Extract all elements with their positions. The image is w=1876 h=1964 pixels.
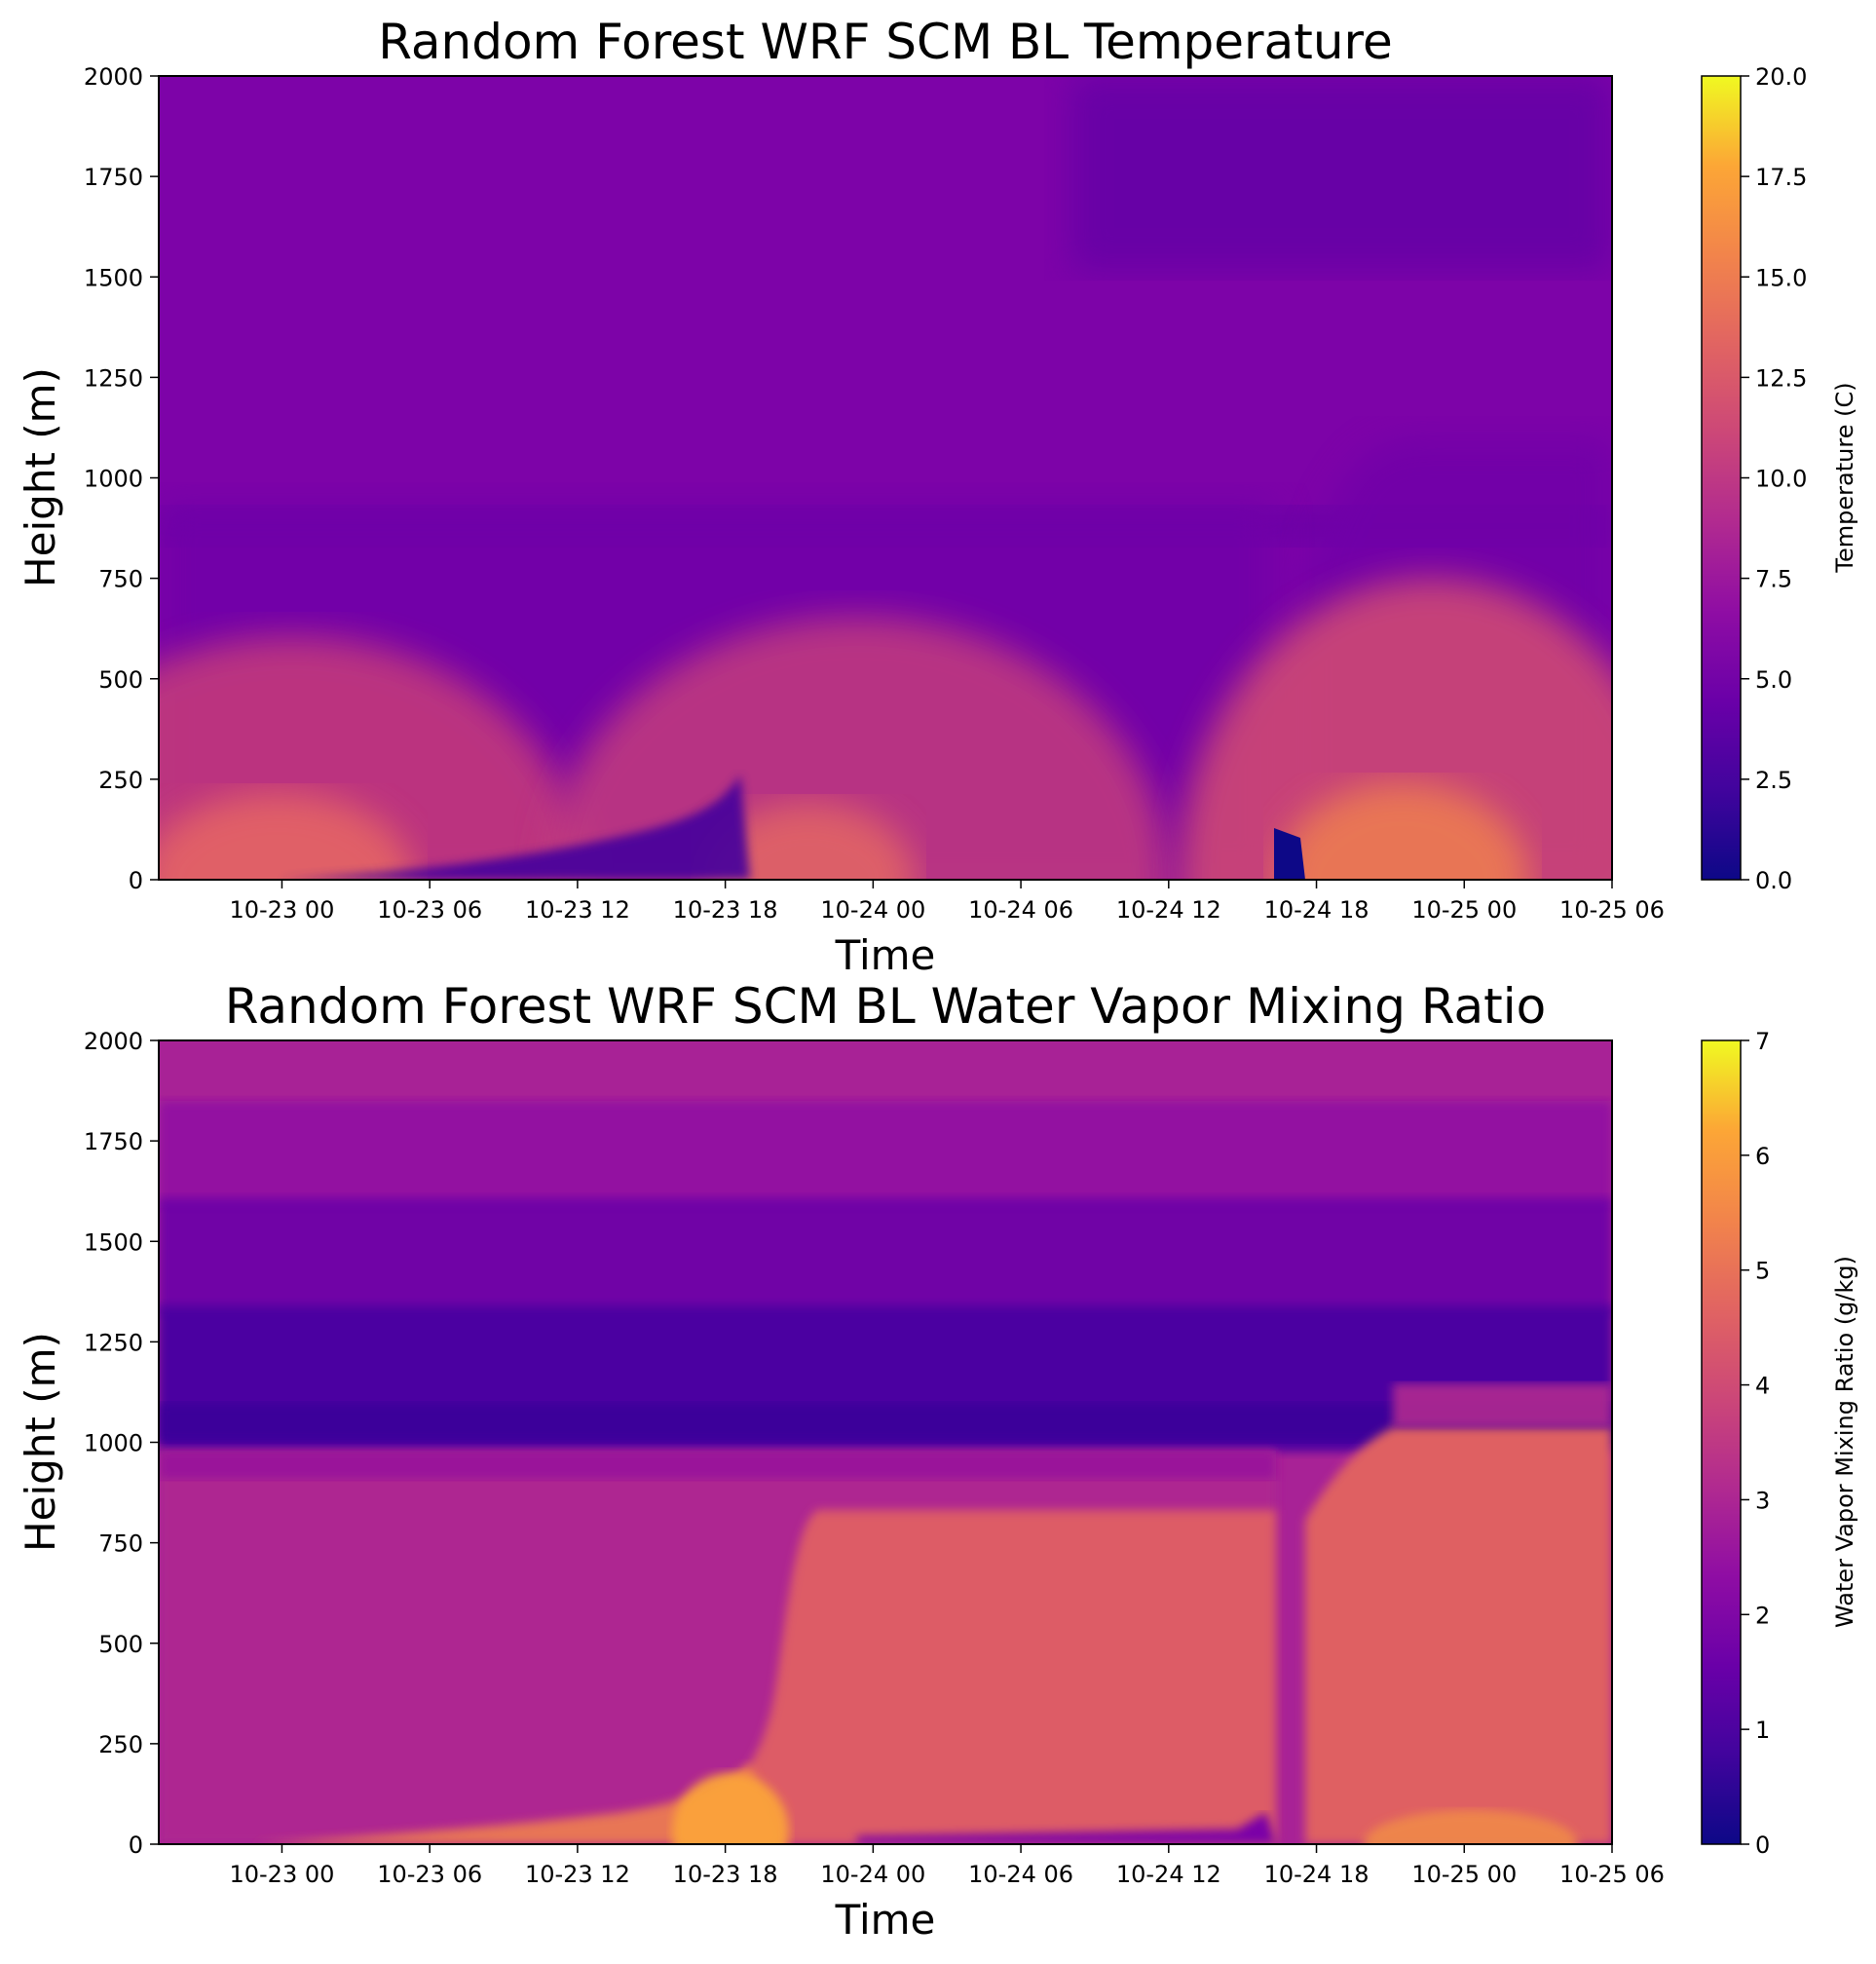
colorbar-tick-label: 0.0 xyxy=(1755,867,1792,894)
temperature-title: Random Forest WRF SCM BL Temperature xyxy=(378,14,1393,70)
colorbar-tick-label: 4 xyxy=(1755,1373,1770,1400)
x-tick-label: 10-25 00 xyxy=(1411,1861,1517,1888)
y-tick-label: 500 xyxy=(98,666,143,694)
water-vapor-title: Random Forest WRF SCM BL Water Vapor Mix… xyxy=(225,978,1546,1035)
x-tick-label: 10-23 12 xyxy=(525,896,630,924)
water-vapor-driest-band xyxy=(159,1403,1612,1442)
y-tick-label: 750 xyxy=(98,1530,143,1558)
water-vapor-entrainment-zone xyxy=(159,1451,1276,1480)
water-vapor-mid-band xyxy=(159,1198,1612,1315)
x-tick-label: 10-23 00 xyxy=(229,896,334,924)
colorbar-tick-label: 17.5 xyxy=(1755,164,1807,191)
temperature-cold-surface-layer xyxy=(278,774,750,880)
y-tick-label: 1500 xyxy=(84,1228,143,1256)
water-vapor-moist-surface-layer xyxy=(253,1763,779,1844)
temperature-warm-core-1 xyxy=(159,792,414,880)
x-tick-label: 10-24 00 xyxy=(820,896,925,924)
colorbar-tick-label: 3 xyxy=(1755,1487,1770,1514)
colorbar-tick-label: 0 xyxy=(1755,1832,1770,1859)
x-tick-label: 10-23 18 xyxy=(673,1861,778,1888)
colorbar-tick-label: 7.5 xyxy=(1755,566,1792,593)
y-tick-label: 0 xyxy=(129,867,143,894)
temperature-cool-upper-region xyxy=(1071,76,1612,271)
x-tick-label: 10-25 00 xyxy=(1411,896,1517,924)
x-tick-label: 10-24 18 xyxy=(1264,1861,1369,1888)
water-vapor-upper-band xyxy=(159,1101,1612,1208)
y-tick-label: 0 xyxy=(129,1832,143,1859)
x-tick-label: 10-23 06 xyxy=(377,896,482,924)
water-vapor-boundary-layer-3 xyxy=(1305,1427,1612,1844)
temperature-panel: Random Forest WRF SCM BL Temperature 0 25… xyxy=(17,14,1858,979)
x-tick-label: 10-24 18 xyxy=(1264,896,1369,924)
y-tick-label: 2000 xyxy=(84,1028,143,1055)
temperature-heatmap xyxy=(159,76,1612,880)
y-tick-label: 500 xyxy=(98,1631,143,1658)
temperature-cold-spot xyxy=(1274,828,1305,880)
x-tick-label: 10-23 06 xyxy=(377,1861,482,1888)
water-vapor-moist-surface-late xyxy=(1364,1810,1578,1844)
water-vapor-heatmap xyxy=(159,1040,1612,1844)
y-tick-label: 1000 xyxy=(84,1430,143,1457)
colorbar-tick-label: 5.0 xyxy=(1755,666,1792,694)
x-tick-label: 10-24 06 xyxy=(968,1861,1073,1888)
colorbar-tick-label: 20.0 xyxy=(1755,63,1807,91)
water-vapor-colorbar-label: Water Vapor Mixing Ratio (g/kg) xyxy=(1831,1256,1858,1628)
y-tick-label: 2000 xyxy=(84,63,143,91)
colorbar-tick-label: 1 xyxy=(1755,1717,1770,1744)
temperature-x-ticks: 10-23 00 10-23 06 10-23 12 10-23 18 10-24 00… xyxy=(229,880,1665,924)
x-tick-label: 10-24 12 xyxy=(1116,1861,1221,1888)
colorbar-tick-label: 6 xyxy=(1755,1143,1770,1170)
colorbar-tick-label: 10.0 xyxy=(1755,466,1807,493)
water-vapor-y-ticks: 0 250 500 750 1000 1250 1500 1750 2000 xyxy=(84,1028,159,1859)
water-vapor-x-ticks: 10-23 00 10-23 06 10-23 12 10-23 18 10-24 00… xyxy=(229,1844,1665,1888)
temperature-y-ticks: 0 250 500 750 1000 1250 1500 1750 2000 xyxy=(84,63,159,894)
y-tick-label: 1000 xyxy=(84,466,143,493)
water-vapor-colorbar xyxy=(1701,1039,1742,1845)
x-tick-label: 10-25 06 xyxy=(1559,896,1665,924)
colorbar-tick-label: 2 xyxy=(1755,1602,1770,1629)
y-tick-label: 1750 xyxy=(84,164,143,191)
y-tick-label: 1250 xyxy=(84,364,143,392)
water-vapor-colorbar-ticks: 0 1 2 3 4 5 6 7 xyxy=(1741,1028,1770,1859)
water-vapor-panel: Random Forest WRF SCM BL Water Vapor Mix… xyxy=(17,978,1858,1944)
colorbar-tick-label: 15.0 xyxy=(1755,264,1807,291)
y-tick-label: 250 xyxy=(98,1731,143,1758)
x-tick-label: 10-24 12 xyxy=(1116,896,1221,924)
y-tick-label: 750 xyxy=(98,566,143,593)
x-tick-label: 10-23 12 xyxy=(525,1861,630,1888)
colorbar-tick-label: 5 xyxy=(1755,1258,1770,1285)
temperature-colorbar-ticks: 0.0 2.5 5.0 7.5 10.0 12.5 15.0 17.5 20.0 xyxy=(1741,63,1807,894)
colorbar-tick-label: 2.5 xyxy=(1755,767,1792,794)
colorbar-tick-label: 12.5 xyxy=(1755,364,1807,392)
x-tick-label: 10-23 00 xyxy=(229,1861,334,1888)
y-tick-label: 1250 xyxy=(84,1329,143,1356)
water-vapor-boundary-layer-2 xyxy=(682,1510,1276,1844)
water-vapor-dry-surface-strip xyxy=(857,1812,1276,1844)
water-vapor-x-label: Time xyxy=(835,1896,936,1944)
temperature-colorbar xyxy=(1701,75,1742,881)
temperature-warm-surface-3 xyxy=(1179,578,1612,880)
colorbar-tick-label: 7 xyxy=(1755,1028,1770,1055)
temperature-warm-core-3 xyxy=(1276,782,1529,880)
temperature-warm-core-2 xyxy=(701,802,916,880)
temperature-y-label: Height (m) xyxy=(17,367,64,587)
x-tick-label: 10-24 00 xyxy=(820,1861,925,1888)
x-tick-label: 10-23 18 xyxy=(673,896,778,924)
y-tick-label: 1500 xyxy=(84,264,143,291)
y-tick-label: 250 xyxy=(98,767,143,794)
water-vapor-y-label: Height (m) xyxy=(17,1332,64,1552)
temperature-colorbar-label: Temperature (C) xyxy=(1831,382,1858,573)
water-vapor-moist-spot xyxy=(672,1773,789,1844)
y-tick-label: 1750 xyxy=(84,1128,143,1155)
x-tick-label: 10-24 06 xyxy=(968,896,1073,924)
x-tick-label: 10-25 06 xyxy=(1559,1861,1665,1888)
water-vapor-late-entrainment-zone xyxy=(1393,1383,1612,1427)
temperature-x-label: Time xyxy=(835,931,936,979)
